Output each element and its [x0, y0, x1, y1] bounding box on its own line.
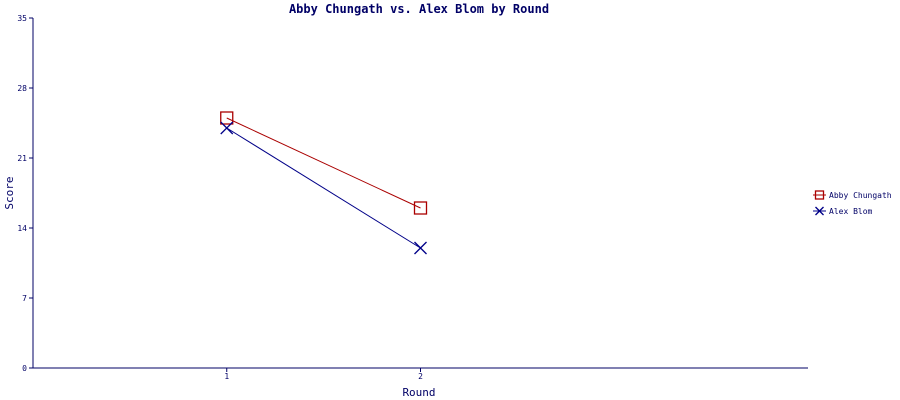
- chart-title: Abby Chungath vs. Alex Blom by Round: [289, 2, 549, 16]
- y-tick-label: 35: [17, 14, 27, 23]
- x-tick-label: 2: [418, 372, 423, 381]
- x-axis-label: Round: [402, 386, 435, 399]
- y-axis-label: Score: [3, 176, 16, 209]
- y-tick-label: 7: [22, 294, 27, 303]
- y-tick-label: 21: [17, 154, 27, 163]
- y-tick-label: 28: [17, 84, 27, 93]
- y-tick-label: 14: [17, 224, 27, 233]
- series-layer: [220, 111, 428, 255]
- legend: Abby Chungath Alex Blom: [813, 190, 892, 216]
- y-tick-label: 0: [22, 364, 27, 373]
- y-axis-ticks: 0 7 14 21 28 35: [17, 14, 33, 373]
- data-point-marker: [220, 121, 234, 135]
- data-point-marker: [220, 111, 234, 125]
- series-line-2: [226, 127, 421, 249]
- legend-marker: [814, 190, 825, 200]
- legend-item: Alex Blom: [813, 206, 873, 216]
- legend-item: Abby Chungath: [813, 190, 892, 200]
- data-point-marker: [414, 241, 427, 255]
- data-point-marker: [413, 201, 428, 215]
- legend-label: Abby Chungath: [829, 191, 892, 200]
- x-tick-label: 1: [224, 372, 229, 381]
- legend-marker: [815, 206, 824, 216]
- legend-label: Alex Blom: [829, 207, 873, 216]
- series-line-1: [226, 117, 421, 209]
